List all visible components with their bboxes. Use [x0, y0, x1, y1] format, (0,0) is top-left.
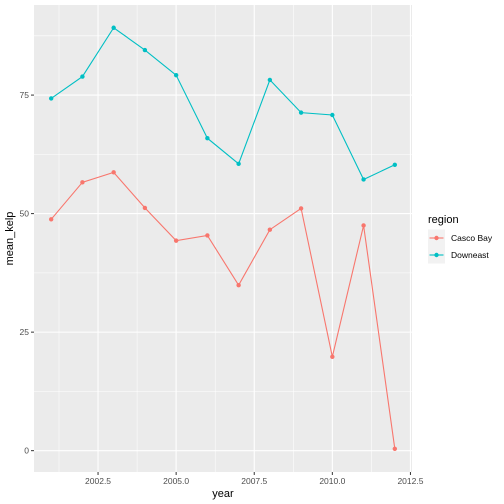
x-tick-label: 2002.5 [85, 476, 111, 486]
data-point [111, 25, 116, 30]
data-point [173, 238, 179, 243]
data-point [205, 233, 210, 238]
y-tick-label: 50 [20, 209, 30, 219]
series-line [50, 171, 396, 449]
data-point [267, 77, 273, 83]
data-point [298, 110, 304, 115]
legend-key-point [434, 235, 439, 241]
x-tick-label: 2010.0 [319, 476, 345, 486]
data-point [361, 223, 366, 228]
data-point [236, 161, 241, 167]
data-point [48, 217, 54, 222]
legend-title: region [428, 214, 459, 226]
data-point [298, 206, 304, 211]
series-line [50, 26, 396, 181]
data-point [392, 446, 398, 451]
data-point [330, 112, 335, 118]
y-tick-label: 75 [20, 90, 30, 100]
y-tick-label: 25 [20, 327, 30, 337]
data-point [142, 205, 148, 211]
series-downeast [48, 25, 398, 182]
y-axis: 0 25 50 75 [20, 90, 34, 456]
y-tick-label: 0 [24, 446, 29, 456]
data-point [267, 227, 273, 232]
series-layer [48, 25, 398, 451]
legend-key [428, 229, 445, 247]
x-tick-label: 2012.5 [397, 476, 423, 486]
x-axis: 2002.5 2005.0 2007.5 2010.0 2012.5 [85, 472, 424, 486]
y-axis-title: mean_kelp [4, 212, 16, 266]
data-point [80, 74, 85, 79]
data-point [361, 177, 366, 182]
data-point [330, 354, 335, 359]
series-casco-bay [48, 170, 398, 451]
x-axis-title: year [212, 488, 234, 500]
legend-key [428, 246, 445, 264]
data-point [173, 72, 179, 78]
x-tick-label: 2007.5 [241, 476, 267, 486]
minor-gridlines [34, 5, 412, 472]
legend-label: Casco Bay [451, 233, 493, 243]
legend-label: Downeast [451, 250, 489, 260]
data-point [392, 162, 398, 167]
data-point [205, 136, 210, 141]
legend-key-point [434, 252, 439, 258]
data-point [142, 47, 148, 53]
x-tick-label: 2005.0 [163, 476, 189, 486]
plot-panel [34, 5, 412, 472]
data-point [80, 180, 85, 185]
legend: region Casco Bay Downeast [428, 214, 493, 264]
data-point [236, 283, 241, 288]
data-point [48, 96, 54, 101]
data-point [111, 170, 116, 175]
